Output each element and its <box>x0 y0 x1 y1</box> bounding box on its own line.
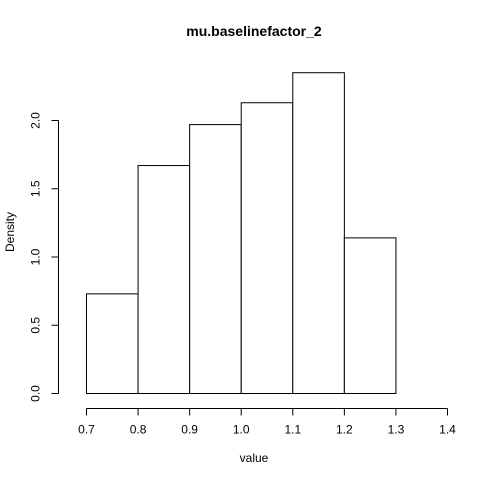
x-ticks: 0.7 0.8 0.9 1.0 1.1 1.2 1.3 1.4 <box>78 408 456 437</box>
x-tick-label-2: 0.9 <box>181 423 198 437</box>
y-axis-label: Density <box>3 212 17 252</box>
histogram-bar-2 <box>189 124 242 394</box>
histogram-bar-3 <box>240 102 294 394</box>
histogram-bar-4 <box>292 72 345 394</box>
y-tick-label-2: 1.0 <box>29 248 43 265</box>
y-ticks: 0.0 0.5 1.0 1.5 2.0 <box>29 112 59 402</box>
y-tick-label-3: 1.5 <box>29 180 43 197</box>
y-tick-label-4: 2.0 <box>29 112 43 129</box>
x-axis: 0.7 0.8 0.9 1.0 1.1 1.2 1.3 1.4 <box>78 408 456 437</box>
x-tick-label-7: 1.4 <box>439 423 456 437</box>
x-tick-label-3: 1.0 <box>233 423 250 437</box>
histogram-bar-0 <box>86 293 139 395</box>
x-tick-label-6: 1.3 <box>388 423 405 437</box>
histogram-bar-5 <box>343 237 397 394</box>
y-tick-label-1: 0.5 <box>29 317 43 334</box>
x-axis-label: value <box>240 451 269 465</box>
y-axis: 0.0 0.5 1.0 1.5 2.0 <box>29 112 59 402</box>
histogram-bar-1 <box>137 165 191 394</box>
y-tick-label-0: 0.0 <box>29 385 43 402</box>
x-tick-label-1: 0.8 <box>130 423 147 437</box>
bars-group <box>86 72 397 395</box>
x-tick-label-0: 0.7 <box>78 423 95 437</box>
chart-title: mu.baselinefactor_2 <box>186 23 322 39</box>
x-tick-label-4: 1.1 <box>284 423 301 437</box>
x-tick-label-5: 1.2 <box>336 423 353 437</box>
